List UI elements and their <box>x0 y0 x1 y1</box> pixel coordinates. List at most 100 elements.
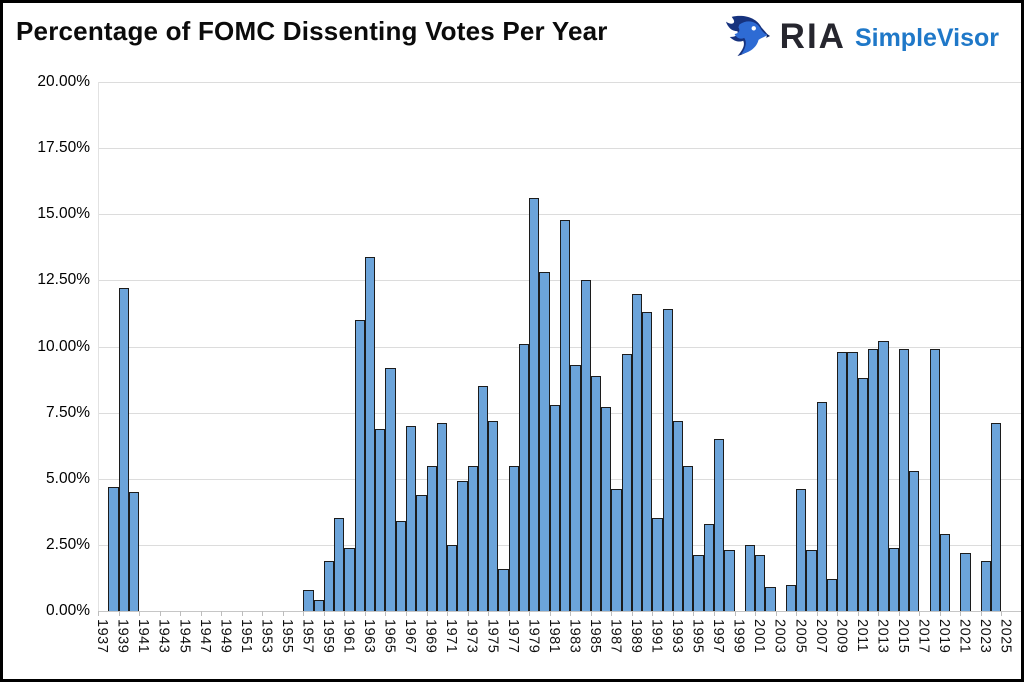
x-axis-label-2023: 2023 <box>977 619 994 654</box>
logo-simplevisor-text: SimpleVisor <box>854 23 999 52</box>
x-axis-label-2021: 2021 <box>956 619 973 654</box>
x-axis-tick <box>406 611 407 616</box>
x-axis-label-2001: 2001 <box>751 619 768 654</box>
bar-1993 <box>672 420 684 611</box>
x-axis-tick <box>960 611 962 616</box>
x-axis-tick <box>755 611 757 616</box>
y-axis-label-12.50%: 12.50% <box>37 271 90 289</box>
bar-2006 <box>806 550 817 611</box>
bar-1974 <box>477 386 489 611</box>
x-axis-tick <box>118 611 120 616</box>
eagle-icon <box>725 15 770 57</box>
bar-2023 <box>980 560 992 611</box>
bar-1967 <box>406 425 417 611</box>
x-axis-tick <box>241 611 243 616</box>
x-axis-label-2019: 2019 <box>936 619 952 654</box>
x-axis-tick <box>734 611 736 616</box>
bar-1986 <box>601 407 612 611</box>
plot-left-edge <box>98 82 99 611</box>
bar-1966 <box>395 521 406 611</box>
x-axis-tick <box>508 611 510 616</box>
x-axis-label-1969: 1969 <box>422 619 439 654</box>
x-axis-tick <box>488 611 490 616</box>
x-axis-label-1991: 1991 <box>648 619 665 654</box>
x-axis-tick <box>919 611 921 616</box>
x-axis-tick <box>816 611 818 616</box>
x-axis-label-1959: 1959 <box>320 619 336 654</box>
bar-2024 <box>991 423 1002 611</box>
bar-2013 <box>878 341 889 611</box>
x-axis-tick <box>139 611 141 616</box>
x-axis-tick <box>467 611 469 616</box>
gridline-15.00% <box>98 214 1021 216</box>
brand-logo: RIA SimpleVisor <box>725 12 999 60</box>
bar-1958 <box>313 600 324 611</box>
x-axis-label-1949: 1949 <box>217 619 234 654</box>
gridline-17.50% <box>98 148 1021 150</box>
bar-1982 <box>560 219 571 611</box>
gridline-10.00% <box>98 346 1021 348</box>
x-axis-tick <box>200 611 202 616</box>
bar-2014 <box>888 547 899 611</box>
bar-1963 <box>364 256 376 611</box>
bar-2012 <box>868 349 879 611</box>
x-axis-tick <box>898 611 900 616</box>
y-axis-label-17.50%: 17.50% <box>37 139 90 157</box>
x-axis-label-1999: 1999 <box>730 619 747 654</box>
x-axis-label-2009: 2009 <box>833 619 850 654</box>
bar-1994 <box>683 465 694 611</box>
x-axis-label-2003: 2003 <box>771 619 788 654</box>
x-axis-tick <box>549 611 551 616</box>
bar-1969 <box>426 465 437 611</box>
x-axis-label-1947: 1947 <box>196 619 213 654</box>
x-axis-label-2011: 2011 <box>853 619 870 653</box>
bar-2007 <box>816 402 827 611</box>
bar-2008 <box>826 579 838 611</box>
y-axis-label-2.50%: 2.50% <box>46 535 90 553</box>
x-axis-tick <box>323 611 325 616</box>
x-axis-tick <box>590 611 592 616</box>
gridline-12.50% <box>98 280 1021 282</box>
bar-1989 <box>631 293 643 611</box>
x-axis-tick <box>652 611 654 616</box>
bar-1977 <box>508 465 519 611</box>
x-axis-label-1995: 1995 <box>689 619 706 654</box>
x-axis-label-1983: 1983 <box>566 619 583 654</box>
bar-1987 <box>611 489 622 611</box>
x-axis-label-1971: 1971 <box>443 619 460 654</box>
x-axis-label-1975: 1975 <box>484 619 501 654</box>
x-axis-label-1987: 1987 <box>607 619 624 654</box>
x-axis-label-1961: 1961 <box>340 619 357 654</box>
x-axis-tick <box>159 611 161 616</box>
bar-1940 <box>128 491 140 611</box>
x-axis-tick <box>796 611 798 616</box>
bar-2002 <box>765 587 776 611</box>
x-axis-label-1977: 1977 <box>504 619 521 654</box>
x-axis-tick <box>98 611 99 616</box>
bar-1965 <box>385 367 396 611</box>
x-axis-label-1997: 1997 <box>710 619 727 654</box>
x-axis-label-2005: 2005 <box>792 619 809 654</box>
bar-1988 <box>621 354 632 611</box>
x-axis-label-1937: 1937 <box>94 619 111 654</box>
bar-1991 <box>652 518 663 611</box>
bar-2019 <box>939 534 951 611</box>
bar-1990 <box>642 312 653 611</box>
x-axis-label-2017: 2017 <box>915 619 932 654</box>
plot-area: 20.00% 17.50% 15.00% 12.50% 10.00% 7.50% 5.00%… <box>37 73 1021 653</box>
bar-2010 <box>847 351 858 611</box>
bar-1960 <box>334 518 345 611</box>
bar-1957 <box>303 589 314 611</box>
x-axis-label-1993: 1993 <box>669 619 686 654</box>
x-axis-tick <box>611 611 613 616</box>
x-axis-tick <box>1022 611 1023 616</box>
bar-2018 <box>929 349 940 611</box>
x-axis-tick <box>570 611 572 616</box>
y-axis-label-15.00%: 15.00% <box>37 205 90 223</box>
bar-1985 <box>590 375 602 611</box>
bar-1962 <box>354 320 365 611</box>
bar-1973 <box>467 465 478 611</box>
y-axis-label-0.00%: 0.00% <box>46 602 90 619</box>
x-axis-tick <box>303 611 305 616</box>
bar-1984 <box>580 280 591 611</box>
